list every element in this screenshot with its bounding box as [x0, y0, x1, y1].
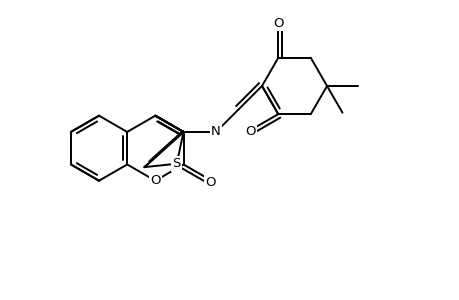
Text: O: O	[150, 174, 160, 187]
Text: O: O	[205, 176, 215, 189]
Text: O: O	[245, 124, 255, 137]
Text: N: N	[211, 125, 220, 138]
Text: S: S	[172, 157, 180, 170]
Text: O: O	[273, 16, 283, 30]
